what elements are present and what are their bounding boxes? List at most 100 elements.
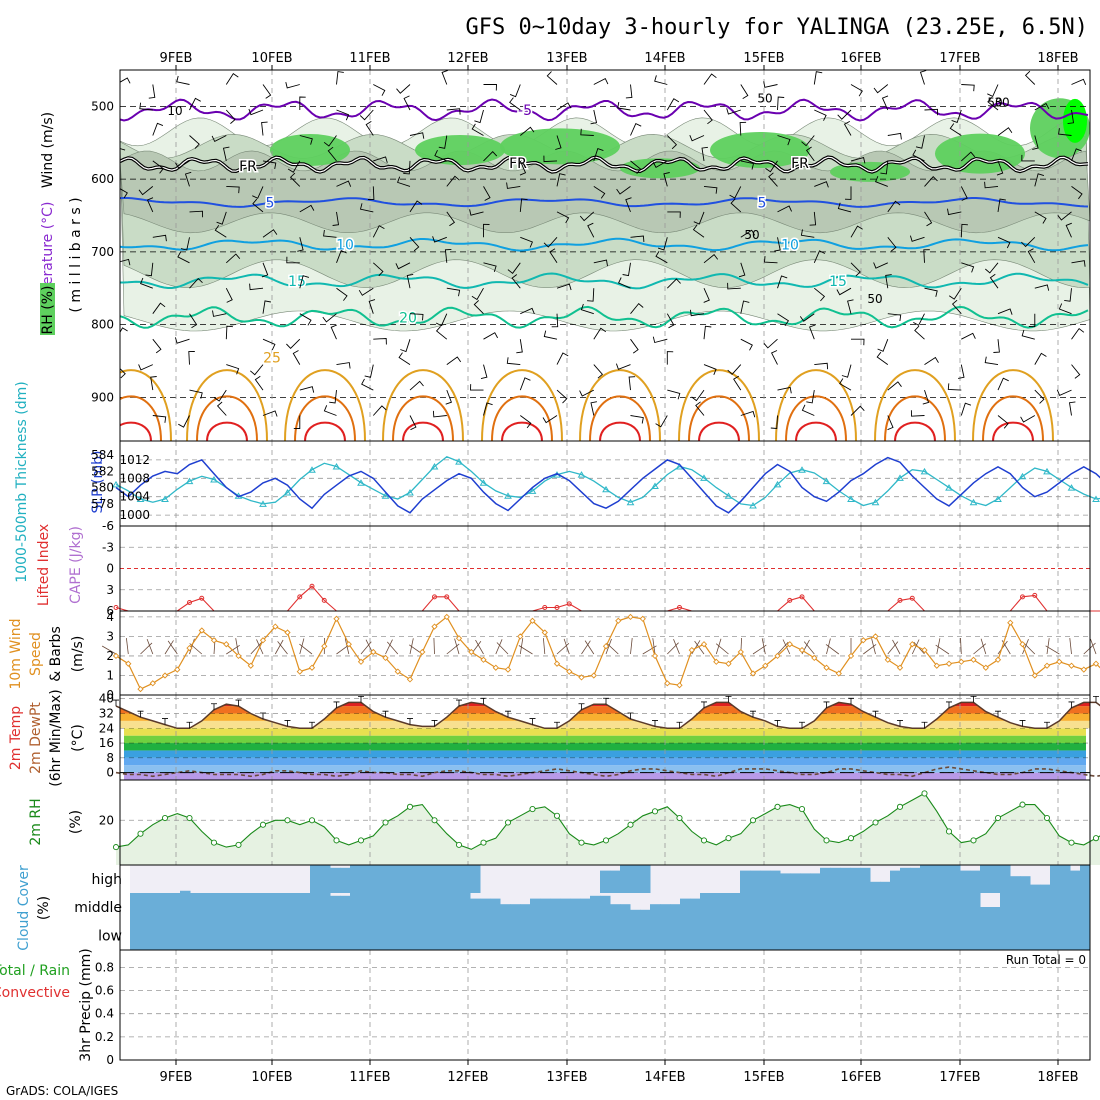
temp-minmax-marker	[260, 712, 266, 720]
cloud-bar-low	[840, 921, 851, 950]
temp-minmax-marker	[725, 695, 732, 703]
ytick-precip-0.4: 0.4	[95, 1007, 114, 1021]
cloud-bar-middle	[420, 893, 431, 921]
wind-barb	[726, 108, 741, 115]
wind-barb	[777, 313, 790, 326]
thickness-point	[406, 489, 414, 496]
thickness-line	[115, 456, 1100, 507]
date-top-11FEB: 11FEB	[349, 51, 390, 66]
wind-barb	[839, 378, 852, 391]
lifted-index-point	[432, 594, 437, 600]
cloud-bar-low	[900, 921, 911, 950]
wind-barb	[910, 410, 925, 417]
contour-label: 10	[336, 238, 354, 254]
date-top-17FEB: 17FEB	[939, 51, 980, 66]
rh2m-point	[970, 837, 977, 844]
contour-surface-loop	[206, 421, 248, 441]
cloud-bar-high	[600, 870, 611, 893]
temp-minmax-marker	[774, 720, 781, 727]
wind-barb	[286, 256, 300, 264]
wind-barb	[913, 313, 925, 326]
wind-barb	[483, 402, 493, 416]
cloud-bar-high	[810, 873, 821, 893]
wind-barb	[435, 313, 448, 327]
cloud-bar-low	[490, 921, 501, 950]
wind10-point	[896, 664, 904, 671]
cloud-bar-low	[660, 921, 671, 950]
contour-surface-loop	[402, 421, 444, 441]
wind-barb	[145, 262, 154, 277]
wind-barb	[909, 235, 925, 242]
date-bottom-16FEB: 16FEB	[840, 1070, 881, 1085]
ytick-pressure-700: 700	[91, 245, 114, 259]
wind-barb	[590, 401, 597, 416]
cloud-bar-low	[910, 921, 921, 950]
cloud-bar-middle	[440, 893, 451, 921]
date-bottom-10FEB: 10FEB	[251, 1070, 292, 1085]
wind-barb	[250, 364, 264, 376]
wind10-point	[553, 660, 561, 667]
cloud-bar-middle	[410, 893, 421, 921]
cloud-bar-middle	[680, 898, 691, 921]
wind-barb	[738, 262, 746, 278]
wind10-point	[394, 668, 401, 675]
contour-surface-loop	[785, 395, 847, 441]
cloud-bar-low	[930, 921, 941, 950]
lifted-index-point	[187, 600, 192, 605]
cloud-bar-high	[930, 865, 941, 893]
wind-barb	[556, 211, 570, 224]
ylabel-rh2m: 2m RH (%)	[28, 798, 84, 845]
wind-barb	[483, 262, 497, 273]
wind-barb	[1064, 288, 1072, 302]
wind-barb	[329, 390, 337, 404]
wind10-barb	[1022, 639, 1029, 655]
rh2m-point	[259, 821, 267, 828]
date-bottom-13FEB: 13FEB	[546, 1070, 587, 1085]
cloud-bar-low	[740, 921, 751, 950]
wind-barb	[103, 130, 116, 136]
wind-barb	[184, 171, 192, 187]
temp-minmax-marker	[652, 720, 658, 727]
wind-barb	[703, 325, 712, 340]
wind-barb	[483, 151, 498, 162]
temp-minmax-marker	[211, 703, 217, 710]
cloud-bar-middle	[670, 904, 681, 921]
cloud-bar-low	[330, 921, 341, 950]
ylabel-slp: SLP (mb)	[90, 450, 106, 513]
ylabel-temp2m-d: (°C)	[70, 724, 86, 752]
wind-barb	[519, 160, 527, 176]
date-top-18FEB: 18FEB	[1037, 51, 1078, 66]
lifted-index-point	[444, 594, 450, 600]
wind-barb	[364, 364, 374, 378]
wind10-point	[860, 637, 867, 644]
wind-barb	[1071, 260, 1086, 267]
cloud-bar-middle	[700, 893, 711, 921]
wind-barb	[814, 109, 827, 121]
contour-surface-loop	[579, 369, 661, 441]
wind-barb	[152, 415, 167, 423]
ylabel-precip: Total / Rain Convective 3hr Precip (mm)	[0, 948, 94, 1061]
date-bottom-12FEB: 12FEB	[447, 1070, 488, 1085]
temp-minmax-marker	[186, 721, 193, 729]
cloud-bar-high	[750, 870, 761, 893]
wind-barb	[814, 287, 826, 302]
lifted-index-point	[787, 597, 793, 603]
wind10-point	[725, 660, 732, 667]
wind-barb	[887, 200, 901, 213]
wind-barb	[372, 262, 384, 277]
wind-barb	[1021, 236, 1036, 248]
wind-barb	[885, 274, 892, 289]
wind-barb	[703, 185, 718, 194]
ytick-temp2m-24: 24	[99, 721, 114, 735]
wind-barb	[226, 185, 240, 194]
wind10-plot: 0 1 2 3 4	[101, 610, 1100, 702]
wind10-barb	[518, 645, 533, 655]
wind10-barb	[250, 642, 262, 655]
rh-moist-blob	[620, 158, 700, 179]
ylabel-temp2m-c: (6hr Min/Max)	[48, 689, 64, 786]
wind-barb	[703, 288, 710, 303]
wind10-point	[223, 641, 230, 648]
wind-barb	[1094, 186, 1100, 193]
contour-surface-loop	[491, 395, 553, 441]
rh2m-point	[529, 806, 536, 813]
